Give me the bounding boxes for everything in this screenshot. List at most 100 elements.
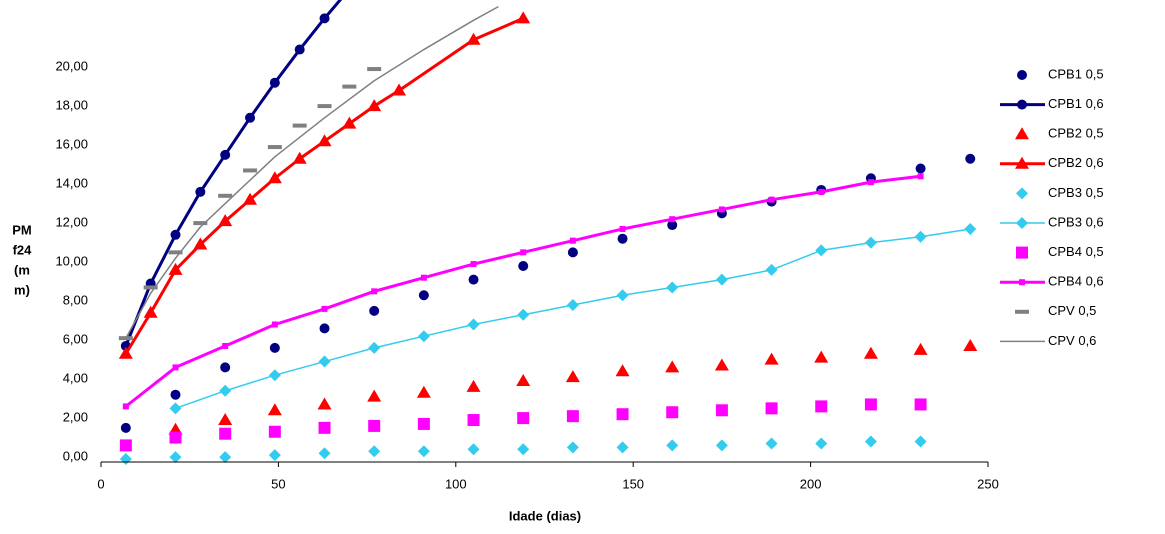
point xyxy=(268,369,281,382)
point xyxy=(665,360,680,373)
plot-area xyxy=(118,0,978,466)
point xyxy=(243,192,258,205)
point xyxy=(367,389,382,402)
point xyxy=(342,84,357,89)
point xyxy=(195,186,206,197)
point xyxy=(466,379,481,392)
point xyxy=(963,338,978,351)
point xyxy=(566,299,579,311)
point xyxy=(218,193,233,198)
point xyxy=(368,445,381,458)
legend-label: CPB4 0,6 xyxy=(1048,274,1104,289)
point xyxy=(193,237,208,250)
point xyxy=(569,237,576,244)
point xyxy=(764,352,779,365)
legend-label: CPB4 0,5 xyxy=(1048,244,1104,259)
legend-marker xyxy=(1015,309,1029,314)
point xyxy=(913,342,928,355)
point xyxy=(915,163,926,174)
point xyxy=(193,221,208,226)
point xyxy=(143,305,158,318)
legend-marker xyxy=(1016,187,1028,200)
y-tick-label: 10,00 xyxy=(55,253,88,268)
point xyxy=(518,261,529,271)
point xyxy=(718,206,725,213)
point xyxy=(715,273,728,286)
point xyxy=(222,342,229,349)
point xyxy=(168,250,183,255)
point xyxy=(119,439,132,452)
point xyxy=(418,290,429,301)
point xyxy=(566,441,579,454)
point xyxy=(318,355,331,368)
point xyxy=(268,449,281,462)
point xyxy=(619,225,626,232)
point xyxy=(118,346,133,359)
point xyxy=(267,403,282,416)
point xyxy=(368,341,381,354)
point xyxy=(342,116,357,129)
x-tick-label: 250 xyxy=(977,476,999,491)
point xyxy=(715,439,728,452)
point xyxy=(864,236,877,249)
series-line xyxy=(124,16,524,355)
point xyxy=(317,397,332,410)
point xyxy=(667,220,678,231)
point xyxy=(170,229,181,240)
legend-marker xyxy=(1016,217,1028,229)
point xyxy=(468,274,479,285)
point xyxy=(815,437,828,450)
point xyxy=(318,447,331,460)
series-line xyxy=(124,0,343,347)
point xyxy=(169,451,182,464)
point xyxy=(864,435,877,448)
point xyxy=(143,285,158,290)
point xyxy=(317,134,332,147)
y-tick-label: 8,00 xyxy=(63,292,88,307)
legend-label: CPB1 0,6 xyxy=(1048,96,1104,111)
point xyxy=(466,32,481,45)
legend-label: CPB3 0,6 xyxy=(1048,214,1104,229)
point xyxy=(715,404,728,417)
point xyxy=(371,288,378,295)
x-tick-label: 150 xyxy=(622,476,644,491)
point xyxy=(369,305,380,316)
legend-marker xyxy=(1015,127,1029,140)
point xyxy=(615,364,630,377)
point xyxy=(914,230,927,243)
legend-marker xyxy=(1017,99,1027,110)
point xyxy=(863,346,878,359)
point xyxy=(917,173,924,180)
point xyxy=(267,171,282,184)
point xyxy=(122,403,129,410)
y-tick-label: 6,00 xyxy=(63,331,88,346)
point xyxy=(367,67,382,72)
point xyxy=(616,408,629,421)
point xyxy=(220,362,231,373)
y-tick-label: 0,00 xyxy=(63,448,88,463)
point xyxy=(517,443,530,456)
point xyxy=(669,216,676,223)
point xyxy=(467,318,480,331)
y-axis-title: f24 xyxy=(13,242,33,257)
series-line xyxy=(124,174,921,408)
point xyxy=(317,104,332,109)
legend-label: CPB2 0,5 xyxy=(1048,126,1104,141)
point xyxy=(470,261,477,268)
y-axis-title: PM xyxy=(12,222,32,237)
legend-marker xyxy=(1016,246,1028,259)
point xyxy=(517,308,530,321)
point xyxy=(765,263,778,276)
y-tick-label: 4,00 xyxy=(63,370,88,385)
legend-marker xyxy=(1019,279,1025,286)
point xyxy=(666,406,679,419)
x-axis-title: Idade (dias) xyxy=(509,508,581,523)
point xyxy=(271,321,278,328)
point xyxy=(516,11,531,24)
point xyxy=(219,427,232,440)
point xyxy=(417,445,430,458)
point xyxy=(964,222,977,235)
point xyxy=(292,151,307,164)
point xyxy=(467,443,480,456)
point xyxy=(914,435,927,448)
